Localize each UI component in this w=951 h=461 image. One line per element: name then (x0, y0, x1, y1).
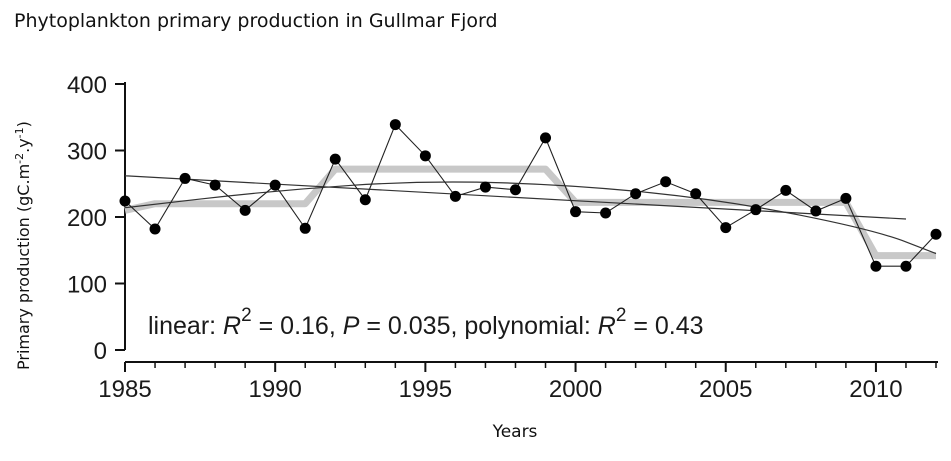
data-point (119, 195, 131, 207)
data-point (900, 260, 912, 272)
data-point (449, 190, 461, 202)
x-tick-label: 2000 (549, 376, 602, 403)
data-point (149, 223, 161, 235)
chart-title: Phytoplankton primary production in Gull… (14, 10, 498, 32)
data-point (690, 188, 702, 200)
data-point (419, 150, 431, 162)
data-point (299, 222, 311, 234)
data-point (720, 222, 732, 234)
y-tick-label: 300 (67, 139, 107, 166)
series-layer (119, 119, 942, 272)
x-tick-label: 1990 (248, 376, 301, 403)
fit-annotation: linear: R2 = 0.16, P = 0.035, polynomial… (148, 305, 704, 340)
data-point (389, 119, 401, 131)
y-tick-label: 200 (67, 205, 107, 232)
data-point (209, 179, 221, 191)
data-point (570, 206, 582, 218)
data-point (329, 153, 341, 165)
observation-line (124, 123, 937, 267)
data-point (630, 188, 642, 200)
data-point (660, 176, 672, 188)
data-point (780, 184, 792, 196)
annot-p-val: = 0.035, polynomial: (359, 312, 597, 340)
x-tick-label: 1985 (98, 376, 151, 403)
y-tick-label: 0 (94, 338, 107, 365)
annot-r1: R (223, 312, 241, 340)
linear-fit-line (124, 175, 907, 220)
ticks-layer: 0 100 200 300 400 1985 1990 1995 2000 2005 2010 (67, 72, 937, 403)
data-point (179, 172, 191, 184)
x-tick-label: 1995 (399, 376, 452, 403)
annot-p: P (343, 312, 360, 340)
y-tick-label: 100 (67, 272, 107, 299)
data-point (810, 205, 822, 217)
data-point (239, 204, 251, 216)
data-point (540, 132, 552, 144)
annot-lin-val: = 0.16, (252, 312, 343, 340)
annot-sq2: 2 (616, 305, 627, 326)
data-point (840, 192, 852, 204)
annot-sq1: 2 (241, 305, 252, 326)
x-axis-label: Years (492, 422, 538, 442)
data-point (479, 181, 491, 193)
data-point (359, 194, 371, 206)
y-tick-label: 400 (67, 72, 107, 99)
data-point (750, 204, 762, 216)
annot-poly-val: = 0.43 (626, 312, 703, 340)
data-point (870, 260, 882, 272)
x-tick-label: 2005 (699, 376, 752, 403)
data-point (600, 207, 612, 219)
data-point (269, 179, 281, 191)
step-means-line (124, 165, 936, 260)
polynomial-fit-line (124, 181, 937, 255)
data-point (930, 228, 942, 240)
annot-r2: R (598, 312, 616, 340)
annot-linear: linear: (148, 312, 223, 340)
data-point (509, 184, 521, 196)
y-axis-label: Primary production (gC.m-2.y-1) (13, 121, 33, 370)
x-tick-label: 2010 (849, 376, 902, 403)
